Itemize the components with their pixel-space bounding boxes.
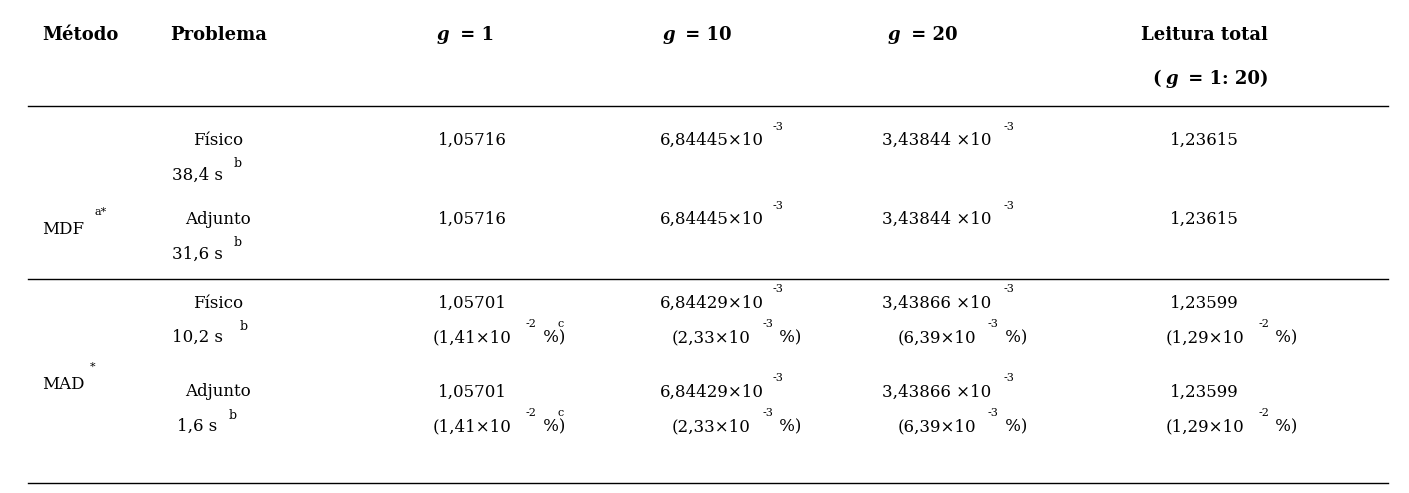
Text: (2,33×10: (2,33×10: [672, 418, 751, 435]
Text: 6,84445×10: 6,84445×10: [659, 211, 764, 228]
Text: Leitura total: Leitura total: [1141, 26, 1268, 43]
Text: -3: -3: [772, 122, 783, 132]
Text: 38,4 s: 38,4 s: [172, 167, 223, 183]
Text: 3,43844 ×10: 3,43844 ×10: [882, 132, 992, 149]
Text: %): %): [1000, 329, 1027, 346]
Text: -3: -3: [1003, 201, 1014, 211]
Text: (1,41×10: (1,41×10: [433, 329, 511, 346]
Text: (1,41×10: (1,41×10: [433, 418, 511, 435]
Text: 3,43844 ×10: 3,43844 ×10: [882, 211, 992, 228]
Text: -3: -3: [988, 408, 999, 418]
Text: 1,05701: 1,05701: [438, 295, 506, 312]
Text: = 1: = 1: [454, 26, 493, 43]
Text: *: *: [90, 362, 96, 372]
Text: b: b: [234, 157, 242, 170]
Text: = 1: 20): = 1: 20): [1182, 70, 1268, 88]
Text: 1,05716: 1,05716: [438, 211, 506, 228]
Text: Método: Método: [42, 26, 118, 43]
Text: %): %): [774, 329, 800, 346]
Text: %): %): [1270, 329, 1296, 346]
Text: MDF: MDF: [42, 221, 85, 238]
Text: b: b: [228, 409, 237, 422]
Text: 1,23599: 1,23599: [1171, 384, 1239, 400]
Text: (1,29×10: (1,29×10: [1165, 329, 1244, 346]
Text: -3: -3: [772, 201, 783, 211]
Text: 6,84429×10: 6,84429×10: [659, 384, 764, 400]
Text: = 20: = 20: [905, 26, 957, 43]
Text: (2,33×10: (2,33×10: [672, 329, 751, 346]
Text: c: c: [558, 408, 564, 418]
Text: 3,43866 ×10: 3,43866 ×10: [882, 384, 992, 400]
Text: -3: -3: [762, 408, 774, 418]
Text: Físico: Físico: [193, 295, 244, 312]
Text: (1,29×10: (1,29×10: [1165, 418, 1244, 435]
Text: 10,2 s: 10,2 s: [172, 329, 223, 346]
Text: 1,05716: 1,05716: [438, 132, 506, 149]
Text: 6,84429×10: 6,84429×10: [659, 295, 764, 312]
Text: = 10: = 10: [679, 26, 731, 43]
Text: c: c: [558, 319, 564, 329]
Text: 1,23599: 1,23599: [1171, 295, 1239, 312]
Text: -3: -3: [988, 319, 999, 329]
Text: -3: -3: [1003, 122, 1014, 132]
Text: -3: -3: [772, 284, 783, 294]
Text: 1,23615: 1,23615: [1171, 132, 1239, 149]
Text: -2: -2: [526, 408, 537, 418]
Text: %): %): [538, 329, 565, 346]
Text: %): %): [1270, 418, 1296, 435]
Text: Adjunto: Adjunto: [186, 384, 251, 400]
Text: %): %): [774, 418, 800, 435]
Text: g: g: [1165, 70, 1178, 88]
Text: Problema: Problema: [170, 26, 266, 43]
Text: %): %): [1000, 418, 1027, 435]
Text: a*: a*: [94, 207, 107, 217]
Text: b: b: [240, 320, 248, 333]
Text: -3: -3: [772, 373, 783, 383]
Text: g: g: [888, 26, 900, 43]
Text: Físico: Físico: [193, 132, 244, 149]
Text: 3,43866 ×10: 3,43866 ×10: [882, 295, 992, 312]
Text: -2: -2: [1258, 319, 1270, 329]
Text: -2: -2: [526, 319, 537, 329]
Text: 1,05701: 1,05701: [438, 384, 506, 400]
Text: 1,6 s: 1,6 s: [178, 418, 217, 435]
Text: (6,39×10: (6,39×10: [898, 418, 976, 435]
Text: %): %): [538, 418, 565, 435]
Text: -3: -3: [762, 319, 774, 329]
Text: (: (: [1153, 70, 1161, 88]
Text: -3: -3: [1003, 373, 1014, 383]
Text: 1,23615: 1,23615: [1171, 211, 1239, 228]
Text: (6,39×10: (6,39×10: [898, 329, 976, 346]
Text: 6,84445×10: 6,84445×10: [659, 132, 764, 149]
Text: -2: -2: [1258, 408, 1270, 418]
Text: Adjunto: Adjunto: [186, 211, 251, 228]
Text: b: b: [234, 236, 242, 249]
Text: 31,6 s: 31,6 s: [172, 246, 223, 262]
Text: g: g: [662, 26, 675, 43]
Text: MAD: MAD: [42, 376, 85, 393]
Text: g: g: [437, 26, 449, 43]
Text: -3: -3: [1003, 284, 1014, 294]
